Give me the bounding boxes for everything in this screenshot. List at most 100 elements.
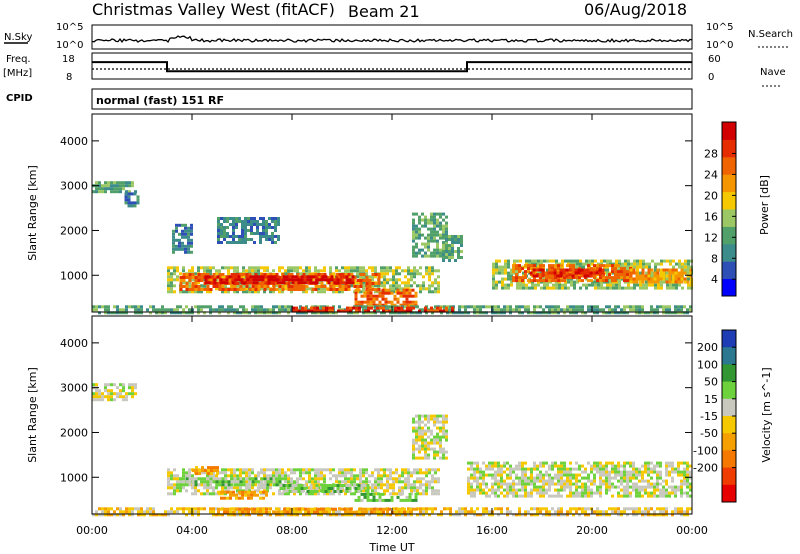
heatmap-cell	[290, 477, 293, 481]
heatmap-cell	[539, 507, 542, 511]
heatmap-cell	[671, 513, 674, 517]
heatmap-cell	[378, 498, 382, 502]
heatmap-cell	[641, 479, 644, 483]
heatmap-cell	[128, 383, 131, 387]
heatmap-cell	[223, 220, 226, 223]
heatmap-cell	[608, 482, 611, 486]
heatmap-cell	[516, 286, 519, 290]
heatmap-cell	[287, 285, 291, 288]
heatmap-cell	[317, 287, 320, 291]
heatmap-cell	[300, 278, 304, 282]
heatmap-cell	[270, 278, 274, 282]
heatmap-cell	[671, 485, 674, 489]
heatmap-cell	[322, 510, 325, 514]
heatmap-cell	[275, 288, 279, 291]
heatmap-cell	[182, 290, 185, 294]
heatmap-cell	[351, 275, 355, 279]
heatmap-cell	[335, 266, 338, 270]
heatmap-cell	[233, 513, 236, 517]
heatmap-cell	[341, 266, 344, 270]
heatmap-cell	[353, 480, 356, 484]
heatmap-cell	[309, 275, 313, 279]
heatmap-cell	[320, 290, 323, 294]
heatmap-cell	[405, 498, 409, 502]
heatmap-cell	[535, 268, 539, 272]
heatmap-cell	[380, 269, 383, 273]
heatmap-cell	[590, 479, 593, 483]
heatmap-cell	[248, 513, 251, 517]
heatmap-cell	[297, 278, 301, 282]
heatmap-cell	[197, 311, 200, 315]
heatmap-cell	[176, 486, 179, 490]
heatmap-cell	[176, 507, 179, 511]
heatmap-cell	[442, 250, 445, 253]
heatmap-cell	[512, 270, 515, 274]
heatmap-cell	[557, 467, 560, 471]
heatmap-cell	[230, 285, 234, 288]
heatmap-cell	[172, 238, 175, 242]
heatmap-cell	[198, 472, 201, 476]
heatmap-cell	[223, 235, 226, 238]
heatmap-cell	[434, 281, 437, 285]
heatmap-cell	[212, 273, 216, 276]
heatmap-cell	[442, 227, 445, 231]
heatmap-cell	[425, 471, 428, 475]
heatmap-cell	[246, 281, 250, 285]
heatmap-cell	[506, 507, 509, 511]
heatmap-cell	[377, 276, 381, 279]
heatmap-cell	[243, 281, 247, 285]
heatmap-cell	[578, 473, 581, 477]
heatmap-cell	[563, 276, 566, 280]
heatmap-cell	[325, 306, 328, 310]
heatmap-cell	[445, 420, 448, 424]
heatmap-cell	[470, 467, 473, 471]
heatmap-cell	[354, 291, 358, 295]
heatmap-cell	[433, 420, 436, 424]
heatmap-cell	[629, 491, 632, 495]
heatmap-cell	[314, 492, 317, 496]
heatmap-cell	[656, 461, 659, 465]
heatmap-cell	[400, 309, 403, 313]
heatmap-cell	[602, 279, 605, 283]
heatmap-cell	[358, 309, 361, 313]
heatmap-cell	[149, 513, 152, 517]
heatmap-cell	[362, 284, 365, 288]
heatmap-cell	[581, 494, 584, 498]
heatmap-cell	[216, 275, 220, 279]
heatmap-cell	[323, 480, 326, 484]
heatmap-cell	[635, 510, 638, 514]
heatmap-cell	[332, 290, 335, 294]
heatmap-cell	[439, 450, 442, 454]
heatmap-cell	[313, 507, 316, 511]
heatmap-cell	[107, 398, 110, 402]
heatmap-cell	[641, 305, 644, 309]
heatmap-cell	[185, 273, 189, 276]
heatmap-cell	[584, 482, 587, 486]
heatmap-cell	[101, 392, 104, 396]
heatmap-cell	[245, 468, 248, 472]
heatmap-cell	[442, 218, 445, 222]
heatmap-cell	[227, 282, 231, 285]
heatmap-cell	[381, 303, 385, 307]
heatmap-cell	[92, 392, 95, 396]
heatmap-cell	[390, 300, 394, 304]
heatmap-cell	[245, 311, 248, 315]
heatmap-cell	[359, 474, 362, 478]
heatmap-cell	[250, 217, 253, 220]
heatmap-cell	[662, 488, 665, 492]
heatmap-cell	[686, 482, 689, 486]
heatmap-cell	[428, 290, 431, 294]
heatmap-cell	[533, 264, 536, 268]
heatmap-cell	[395, 492, 398, 496]
heatmap-cell	[436, 426, 439, 430]
heatmap-cell	[368, 275, 371, 279]
heatmap-cell	[113, 513, 116, 517]
heatmap-cell	[656, 464, 659, 468]
heatmap-cell	[609, 280, 612, 284]
heatmap-cell	[378, 291, 382, 295]
heatmap-cell	[344, 269, 347, 273]
heatmap-cell	[512, 467, 515, 471]
heatmap-cell	[260, 308, 263, 312]
heatmap-cell	[479, 311, 482, 315]
